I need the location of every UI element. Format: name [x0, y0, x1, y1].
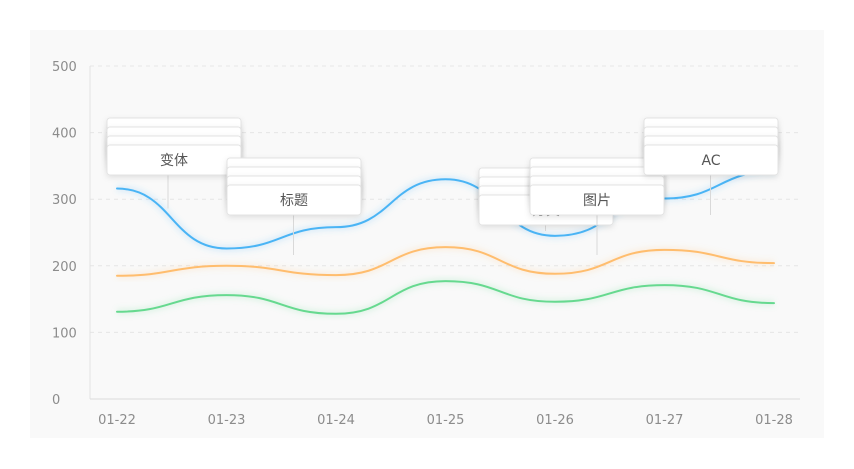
y-tick-label: 0 [52, 393, 60, 408]
y-tick-label: 300 [52, 193, 77, 208]
annotation-card[interactable]: 变体 [106, 117, 242, 209]
x-tick-label: 01-24 [317, 413, 355, 428]
x-tick-label: 01-25 [427, 413, 465, 428]
annotation-card-front [643, 144, 779, 176]
annotation-card[interactable]: 标题 [226, 157, 362, 255]
annotation-card[interactable]: AC [643, 117, 779, 215]
series-line-orange[interactable] [116, 246, 775, 277]
series-line-blue[interactable] [116, 170, 775, 250]
annotation-card-front [529, 184, 665, 216]
y-tick-label: 500 [52, 60, 77, 75]
x-tick-label: 01-27 [646, 413, 684, 428]
x-tick-label: 01-23 [208, 413, 246, 428]
chart-panel [30, 30, 824, 438]
annotation-label: 图片 [583, 193, 611, 209]
annotation-label: 标题 [280, 193, 308, 209]
y-tick-label: 400 [52, 127, 77, 142]
annotation-card[interactable]: 图片 [529, 157, 665, 255]
y-tick-label: 200 [52, 260, 77, 275]
y-tick-label: 100 [52, 326, 77, 341]
x-tick-label: 01-22 [98, 413, 136, 428]
series-glow-blue [116, 168, 775, 252]
series-glow-orange [116, 244, 775, 279]
annotation-card-front [226, 184, 362, 216]
x-tick-label: 01-28 [755, 413, 793, 428]
annotation-label: 变体 [160, 153, 188, 169]
x-tick-label: 01-26 [536, 413, 574, 428]
annotation-label: AC [701, 153, 720, 169]
series-line-green[interactable] [116, 280, 775, 315]
